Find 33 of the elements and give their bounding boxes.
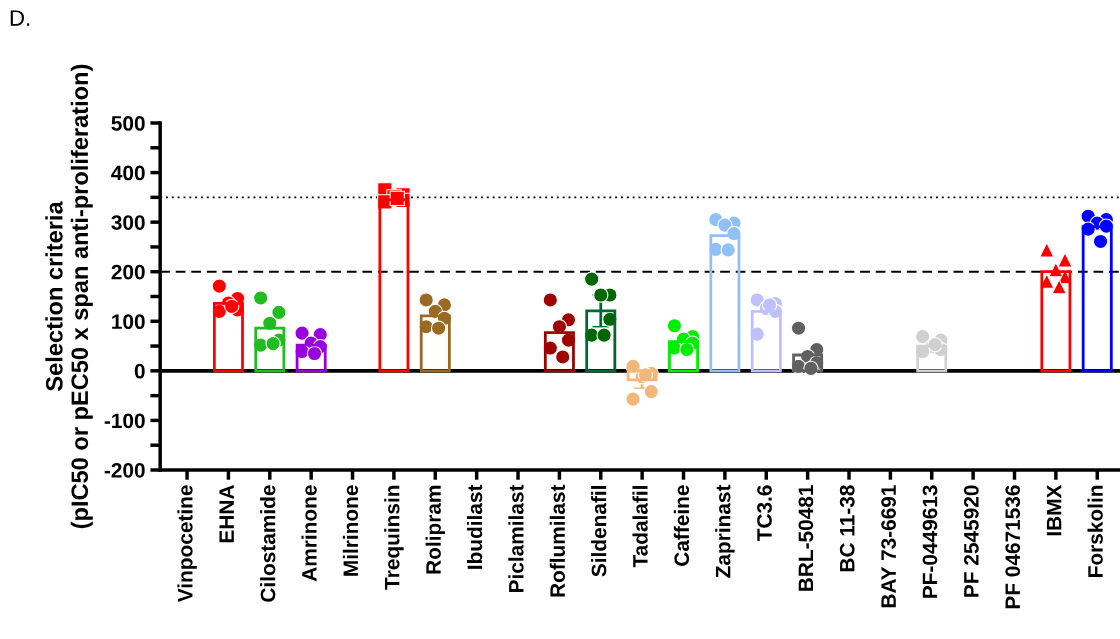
- x-tick-label: Roflumilast: [549, 484, 565, 597]
- y-axis-title: Selection criteria (pIC50 or pEC50 x span anti-proliferation): [45, 64, 93, 529]
- x-tick-label: BAY 73-6691: [881, 485, 896, 608]
- x-tick-label: Zaprinast: [715, 484, 735, 578]
- x-tick-label: Tadalafil: [632, 486, 648, 568]
- y-tick-label: 0: [134, 363, 145, 379]
- y-tick-label: 100: [112, 314, 145, 330]
- x-tick-label: Trequinsin: [384, 485, 404, 590]
- x-tick-label: Ibudilast: [466, 484, 483, 569]
- x-tick-label: Sildenafil: [591, 486, 607, 577]
- x-tick-label: Vinpocetine: [177, 485, 197, 603]
- x-tick-label: Piclamilast: [508, 484, 524, 593]
- x-tick-label: Rolipram: [425, 485, 445, 574]
- y-tick-label: 400: [111, 165, 145, 181]
- x-tick-label: Caffeine: [673, 485, 690, 566]
- x-tick-label: PF 04671536: [1005, 485, 1021, 609]
- x-tick-label: BRL-50481: [798, 485, 814, 591]
- x-tick-label: Cilostamide: [260, 485, 276, 602]
- x-tick-label: TC3.6: [757, 485, 772, 542]
- x-tick-label: Forskolin: [1087, 485, 1103, 577]
- x-tick-label: PF-0449613: [922, 485, 938, 598]
- x-tick-label: EHNA: [219, 485, 234, 543]
- y-tick-label: 200: [111, 264, 145, 280]
- y-tick-label: 300: [111, 215, 145, 230]
- text: D.: [10, 10, 30, 26]
- x-tick-label: Milrinone: [342, 485, 359, 576]
- y-tick-label: 500: [111, 116, 145, 131]
- x-tick-label: Amrinone: [301, 485, 317, 582]
- y-tick-label: -100: [104, 413, 145, 429]
- x-tick-label: BC 11-38: [839, 485, 855, 572]
- x-tick-label: PF 2545920: [963, 485, 979, 597]
- x-tick-label: IBMX: [1046, 484, 1062, 536]
- y-tick-label: -200: [104, 462, 145, 478]
